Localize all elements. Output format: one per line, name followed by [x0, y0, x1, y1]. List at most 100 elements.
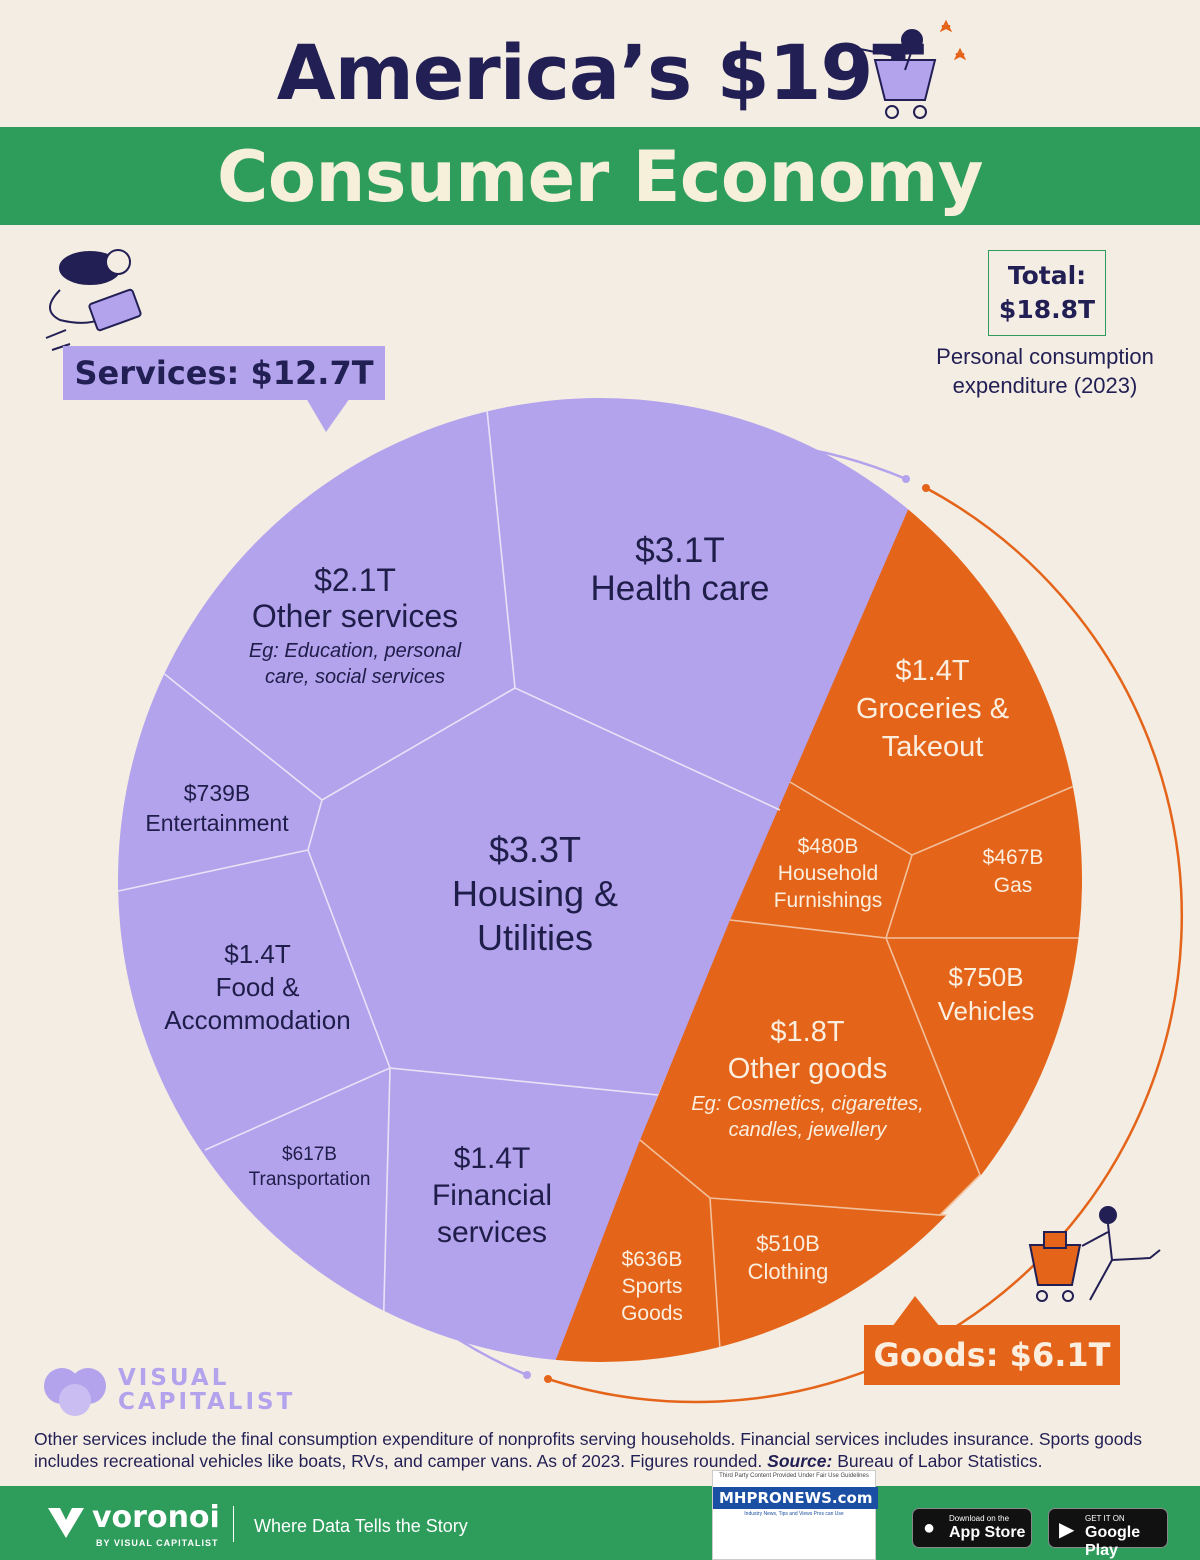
shopper-illustration-left: [45, 249, 142, 351]
label-transportation: $617B Transportation: [232, 1142, 387, 1192]
footnote: Other services include the final consump…: [34, 1428, 1174, 1472]
name-entertainment: Entertainment: [145, 810, 289, 836]
apple-icon: ●: [923, 1517, 936, 1539]
title-line-1: America’s $19T: [276, 28, 924, 117]
label-gas: $467B Gas: [958, 844, 1068, 900]
shopper-illustration-top: [854, 19, 967, 119]
label-household-furnishings: $480B Household Furnishings: [758, 833, 898, 914]
value-food-accommodation: $1.4T: [224, 939, 291, 969]
mhpronews-badge[interactable]: Third Party Content Provided Under Fair …: [712, 1470, 879, 1560]
total-value: $18.8T: [998, 295, 1096, 324]
name-groceries-takeout: Groceries & Takeout: [855, 693, 1010, 763]
shopper-illustration-bottom: [1028, 1206, 1161, 1302]
footer-divider: [233, 1506, 234, 1542]
goods-arc-end-dot: [544, 1375, 552, 1383]
value-household-furnishings: $480B: [797, 835, 859, 858]
name-other-services: Other services: [251, 598, 459, 634]
google-play-big-text: Google Play: [1085, 1524, 1141, 1559]
value-transportation: $617B: [282, 1144, 337, 1165]
name-gas: Gas: [993, 874, 1033, 897]
label-entertainment: $739B Entertainment: [122, 778, 312, 838]
goods-total-tag: Goods: $6.1T: [864, 1325, 1120, 1385]
pce-note-line-1: Personal consumption: [936, 344, 1154, 369]
cell-financial-services: [382, 1068, 658, 1362]
value-other-services: $2.1T: [314, 562, 396, 598]
title-line-2: Consumer Economy: [217, 136, 984, 218]
title-band: [0, 127, 1200, 225]
source-label: Source:: [767, 1451, 833, 1471]
cell-health-care: [485, 398, 910, 810]
name-food-accommodation: Food & Accommodation: [164, 972, 351, 1035]
badge-tagline: Industry News, Tips and Views Pros can U…: [744, 1511, 844, 1517]
cell-entertainment: [118, 672, 322, 895]
label-other-services: $2.1T Other services Eg: Education, pers…: [215, 562, 495, 690]
name-sports-goods: Sports Goods: [621, 1275, 683, 1325]
label-other-goods: $1.8T Other goods Eg: Cosmetics, cigaret…: [680, 1014, 935, 1143]
value-clothing: $510B: [756, 1231, 820, 1256]
visual-capitalist-wordmark: VISUAL CAPITALIST: [118, 1366, 295, 1414]
cell-food-accommodation: [118, 850, 390, 1150]
name-housing-utilities: Housing & Utilities: [451, 873, 619, 958]
value-groceries-takeout: $1.4T: [895, 655, 970, 687]
google-play-button[interactable]: ▶ GET IT ON Google Play: [1048, 1508, 1168, 1559]
app-store-small-text: Download on the: [949, 1514, 1010, 1523]
value-sports-goods: $636B: [621, 1248, 683, 1271]
name-transportation: Transportation: [248, 1169, 371, 1190]
voronoi-brand-sub: BY VISUAL CAPITALIST: [96, 1538, 219, 1548]
label-sports-goods: $636B Sports Goods: [598, 1246, 706, 1327]
google-play-small-text: GET IT ON: [1085, 1514, 1125, 1523]
source-text: Bureau of Labor Statistics.: [837, 1451, 1043, 1471]
badge-note: Third Party Content Provided Under Fair …: [719, 1473, 869, 1479]
cell-housing-utilities: [308, 688, 780, 1095]
value-vehicles: $750B: [948, 962, 1024, 992]
footnote-text: Other services include the final consump…: [34, 1429, 1142, 1471]
badge-name: MHPRONEWS.com: [713, 1487, 879, 1509]
value-health-care: $3.1T: [635, 531, 725, 570]
value-entertainment: $739B: [183, 780, 251, 806]
goods-tag-pointer: [892, 1296, 940, 1327]
label-clothing: $510B Clothing: [730, 1230, 846, 1286]
total-label: Total:: [1007, 261, 1087, 290]
goods-arc-start-dot: [922, 484, 930, 492]
label-vehicles: $750B Vehicles: [918, 960, 1054, 1028]
pce-note: Personal consumption expenditure (2023): [900, 342, 1190, 400]
services-tag-pointer: [306, 398, 350, 432]
visual-capitalist-logo-icon: [44, 1368, 106, 1416]
label-health-care: $3.1T Health care: [560, 532, 800, 608]
name-household-furnishings: Household Furnishings: [773, 862, 883, 912]
total-box: Total: $18.8T: [988, 250, 1106, 336]
app-store-button[interactable]: ● Download on the App Store: [912, 1508, 1032, 1548]
label-financial-services: $1.4T Financial services: [412, 1140, 572, 1251]
label-food-accommodation: $1.4T Food & Accommodation: [150, 938, 365, 1037]
voronoi-logo-icon: [48, 1508, 84, 1538]
label-housing-utilities: $3.3T Housing & Utilities: [415, 828, 655, 960]
name-vehicles: Vehicles: [937, 996, 1035, 1026]
note-other-services: Eg: Education, personal care, social ser…: [248, 640, 462, 688]
play-icon: ▶: [1059, 1519, 1075, 1541]
name-clothing: Clothing: [747, 1259, 829, 1284]
pce-note-line-2: expenditure (2023): [952, 373, 1138, 398]
name-other-goods: Other goods: [727, 1053, 888, 1085]
wordmark-line-1: VISUAL: [118, 1365, 230, 1391]
app-store-big-text: App Store: [949, 1524, 1026, 1541]
cell-other-goods: [640, 920, 980, 1215]
label-groceries-takeout: $1.4T Groceries & Takeout: [840, 652, 1025, 766]
wordmark-line-2: CAPITALIST: [118, 1389, 296, 1415]
cell-gas: [886, 775, 1082, 938]
value-financial-services: $1.4T: [453, 1142, 531, 1175]
footer-tagline: Where Data Tells the Story: [254, 1516, 468, 1536]
value-housing-utilities: $3.3T: [488, 829, 582, 870]
goods-arc: [547, 486, 1184, 1404]
note-other-goods: Eg: Cosmetics, cigarettes, candles, jewe…: [691, 1093, 924, 1141]
voronoi-brand[interactable]: voronoi: [92, 1500, 220, 1535]
value-gas: $467B: [982, 846, 1044, 869]
value-other-goods: $1.8T: [770, 1016, 845, 1048]
name-health-care: Health care: [590, 569, 770, 608]
services-arc-start-dot: [523, 1371, 531, 1379]
name-financial-services: Financial services: [431, 1179, 553, 1249]
services-arc-end-dot: [902, 475, 910, 483]
cell-household-furnishings: [730, 782, 912, 938]
services-total-tag: Services: $12.7T: [63, 346, 385, 400]
services-cell-borders: [118, 398, 781, 1362]
